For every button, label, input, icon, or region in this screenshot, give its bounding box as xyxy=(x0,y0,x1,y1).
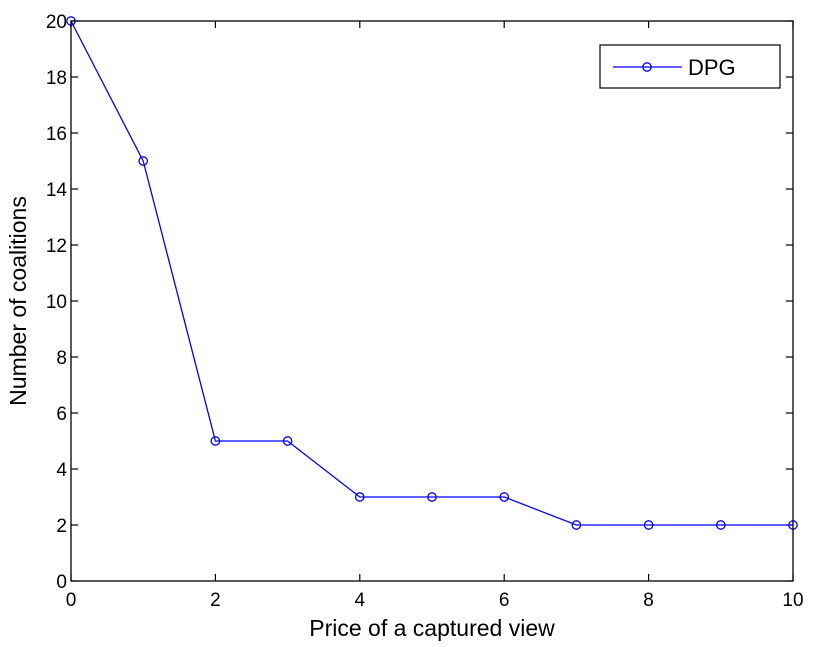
data-point xyxy=(571,520,582,530)
legend-marker xyxy=(642,62,652,72)
y-tick-label: 16 xyxy=(46,124,67,145)
data-point xyxy=(643,520,654,530)
legend-label-dpg: DPG xyxy=(688,55,736,80)
data-point xyxy=(715,520,726,530)
x-tick-label: 2 xyxy=(210,590,221,611)
series-line-0 xyxy=(70,20,793,526)
y-tick-label: 14 xyxy=(46,180,68,201)
data-point xyxy=(282,436,293,446)
plot-frame xyxy=(70,20,794,582)
y-tick-label: 20 xyxy=(46,12,67,33)
data-point xyxy=(499,492,510,502)
y-tick-label: 8 xyxy=(56,348,67,369)
x-tick-label: 4 xyxy=(355,590,366,611)
legend: DPG xyxy=(599,44,781,89)
y-axis-label: Number of coalitions xyxy=(5,196,31,406)
y-tick-label: 6 xyxy=(56,404,67,425)
y-tick-label: 10 xyxy=(46,292,67,313)
x-tick-label: 8 xyxy=(643,590,654,611)
y-tick-label: 4 xyxy=(56,460,67,481)
x-tick-label: 6 xyxy=(499,590,510,611)
data-point xyxy=(427,492,437,502)
x-axis-label: Price of a captured view xyxy=(309,615,555,641)
data-point xyxy=(138,156,149,166)
axis-tick-labels: 0 2 4 6 8 10 0 2 4 6 8 10 12 14 16 18 20 xyxy=(46,12,804,611)
y-tick-label: 2 xyxy=(56,516,67,537)
y-tick-label: 0 xyxy=(56,572,67,593)
y-tick-label: 18 xyxy=(46,68,67,89)
data-point xyxy=(210,436,221,446)
x-tick-label: 0 xyxy=(66,590,77,611)
data-point xyxy=(354,492,365,502)
x-tick-label: 10 xyxy=(782,590,803,611)
y-tick-label: 12 xyxy=(46,236,67,257)
